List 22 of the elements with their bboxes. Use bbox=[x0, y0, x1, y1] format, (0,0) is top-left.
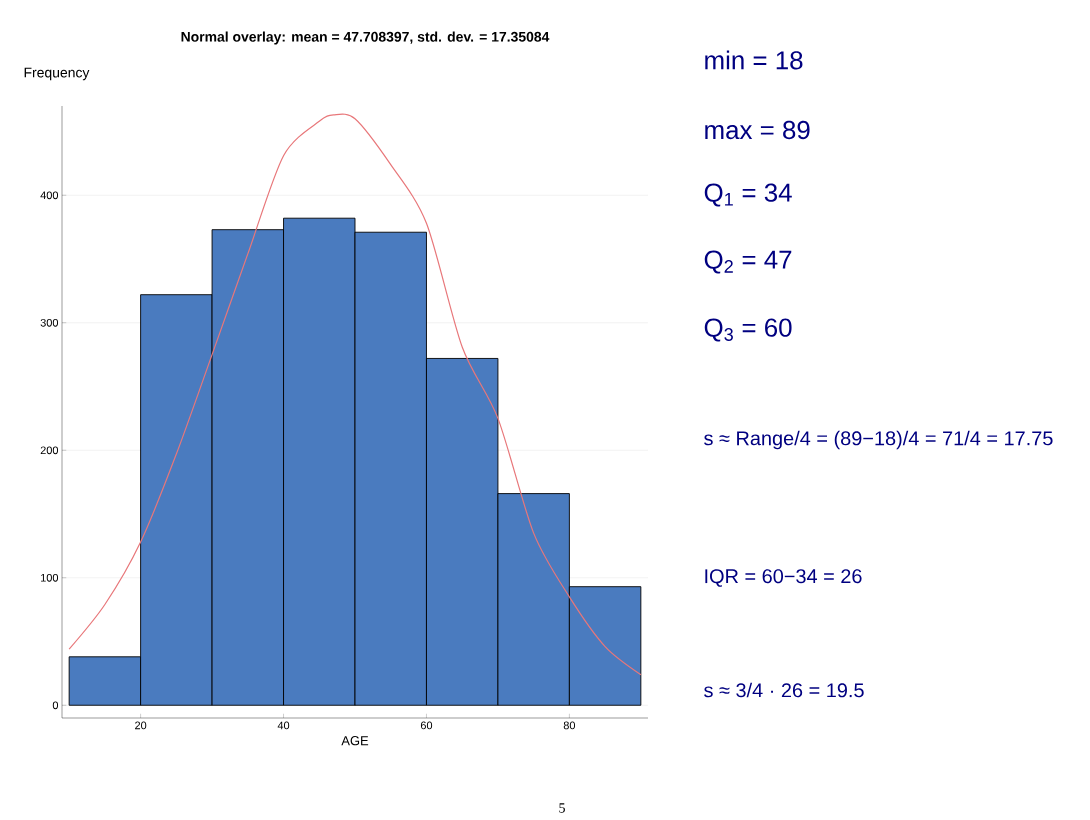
text: 5 bbox=[559, 803, 565, 813]
line-series bbox=[68, 113, 642, 676]
text: s ≈ Range/4 = (89−18)/4 = 71/4 = 17.75 bbox=[704, 430, 1053, 450]
y-tick-label: 300 bbox=[40, 318, 59, 327]
y-tick-label: 200 bbox=[40, 446, 59, 455]
x-tick-label: 40 bbox=[277, 721, 290, 730]
y-tick-label: 400 bbox=[40, 191, 59, 200]
text: Q$_{1}$ = 34 bbox=[704, 183, 792, 207]
x-tick-label: 20 bbox=[135, 721, 147, 730]
text: s ≈ 3/4 · 26 = 19.5 bbox=[704, 682, 864, 698]
x-tick-label: 80 bbox=[563, 721, 576, 730]
y-axis-title: Frequency bbox=[24, 67, 90, 81]
text: IQR = 60−34 = 26 bbox=[705, 569, 862, 587]
text: Q$_{3}$ = 60 bbox=[704, 318, 792, 342]
text: Q$_{2}$ = 47 bbox=[704, 250, 792, 274]
text: max = 89 bbox=[705, 120, 810, 140]
y-tick-label: 100 bbox=[41, 573, 59, 582]
y-tick-label: 0 bbox=[52, 701, 59, 710]
text: min = 18 bbox=[705, 50, 803, 70]
chart-title: Normal overlay: mean = 47.708397, std. dev. = 17.35084 bbox=[181, 31, 550, 45]
x-axis-title: AGE bbox=[341, 736, 369, 746]
x-tick-label: 60 bbox=[420, 721, 433, 730]
